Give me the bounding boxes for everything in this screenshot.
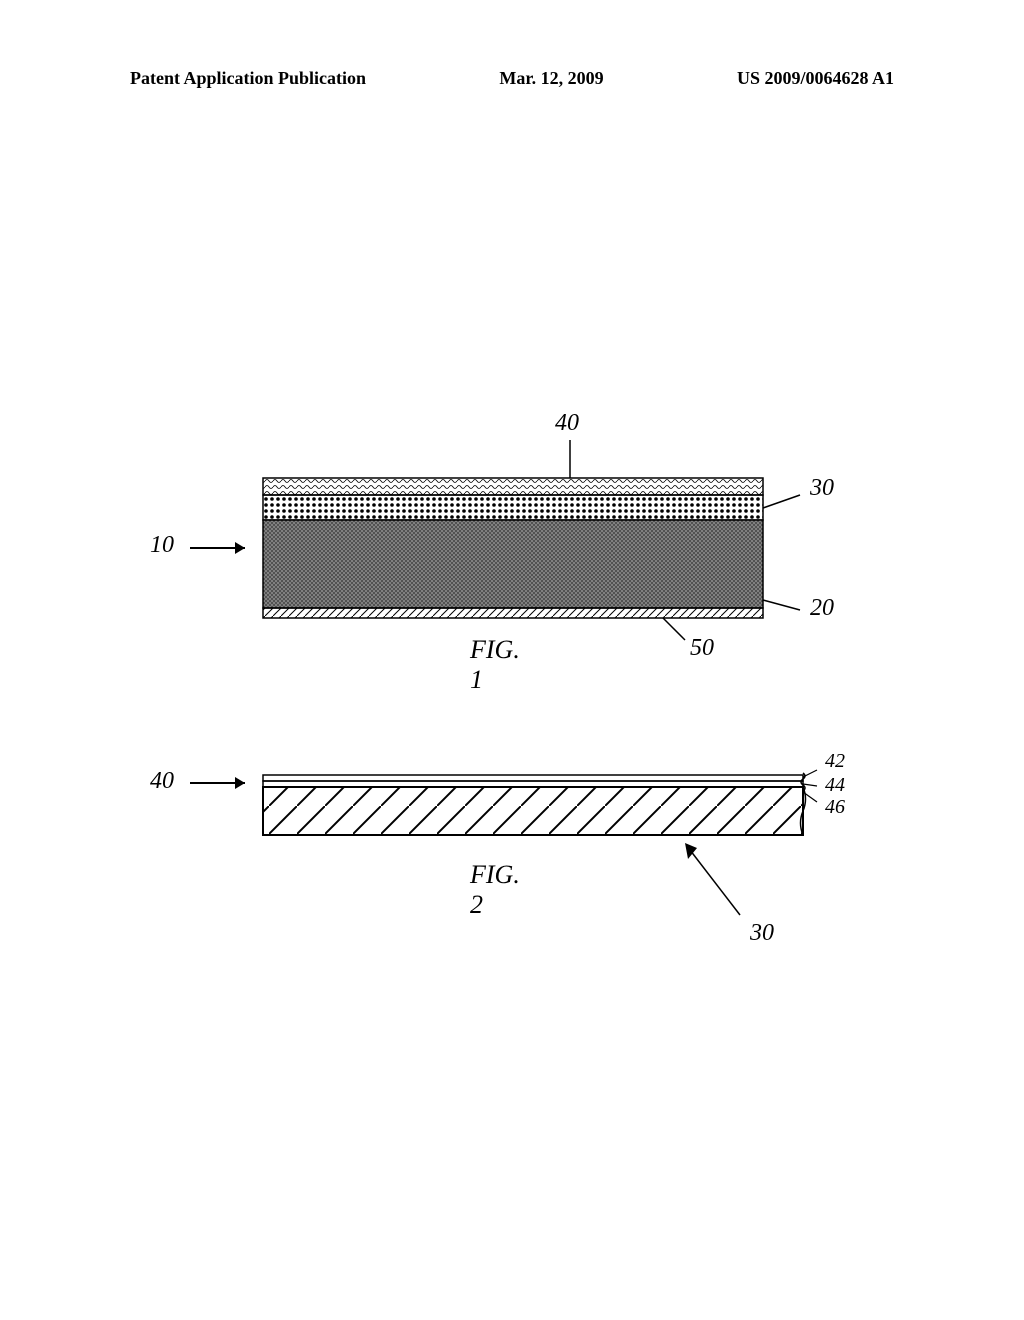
header-right: US 2009/0064628 A1 <box>737 68 894 89</box>
header-center: Mar. 12, 2009 <box>499 68 603 89</box>
header-left: Patent Application Publication <box>130 68 366 89</box>
ref-20: 20 <box>810 595 834 622</box>
ref-42: 42 <box>825 750 845 773</box>
figure-2-title: FIG. 2 <box>470 860 520 920</box>
figure-1-title: FIG. 1 <box>470 635 520 695</box>
ref-10: 10 <box>150 532 174 559</box>
ref-30-2: 30 <box>750 920 774 947</box>
ref-50: 50 <box>690 635 714 662</box>
ref-44: 44 <box>825 774 845 797</box>
ref-46: 46 <box>825 796 845 819</box>
ref-30: 30 <box>810 475 834 502</box>
page-header: Patent Application Publication Mar. 12, … <box>0 68 1024 89</box>
ref-40-2: 40 <box>150 768 174 795</box>
